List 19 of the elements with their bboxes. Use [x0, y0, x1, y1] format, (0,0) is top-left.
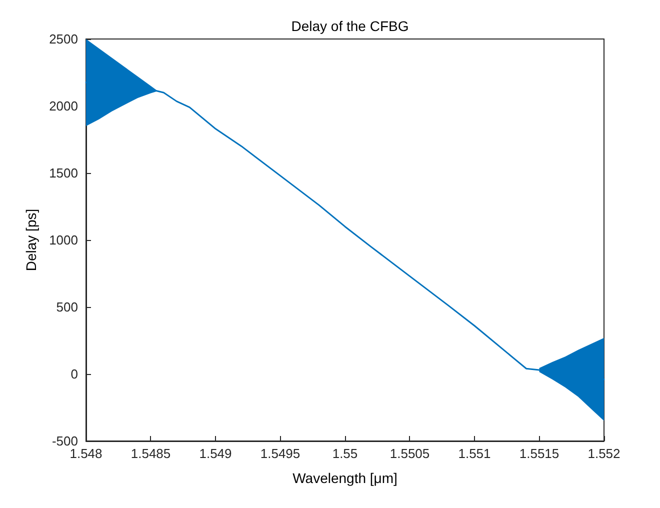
y-tick-label: 1500 [49, 166, 78, 180]
x-tick-label: 1.55 [332, 446, 358, 461]
y-tick-label: 2500 [49, 32, 78, 46]
y-tick-label: 0 [70, 366, 78, 382]
x-tick-label: 1.5505 [390, 446, 430, 461]
x-tick-label: 1.549 [199, 446, 232, 461]
x-tick-label: 1.552 [588, 446, 620, 461]
x-tick-label: 1.551 [458, 446, 491, 461]
x-tick-label: 1.548 [70, 446, 102, 461]
y-tick-label: 2000 [49, 98, 78, 114]
x-tick-label: 1.5495 [260, 446, 300, 461]
y-tick-label: -500 [52, 434, 78, 448]
x-tick-label: 1.5515 [519, 446, 560, 461]
y-axis-title: Delay [ps] [23, 208, 40, 272]
y-tick-label: 1000 [49, 232, 78, 248]
x-tick-label: 1.5485 [130, 446, 171, 461]
x-axis-title: Wavelength [μm] [292, 470, 398, 486]
y-tick-label: 500 [56, 300, 78, 314]
chart-title: Delay of the CFBG [291, 18, 409, 34]
